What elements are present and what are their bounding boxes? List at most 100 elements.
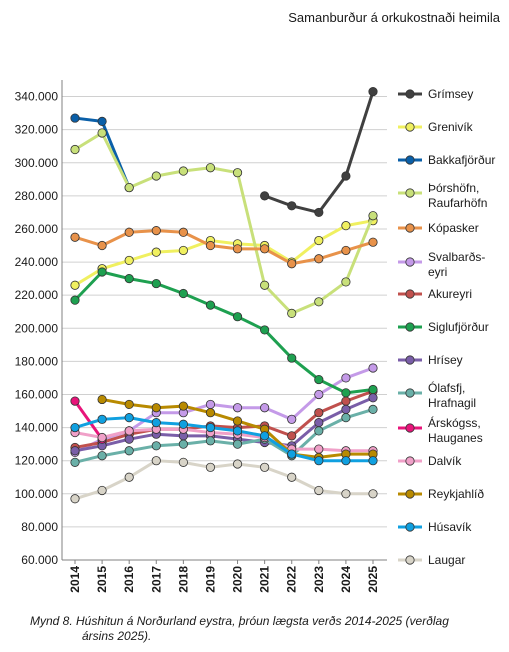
data-point [205, 399, 216, 410]
data-point [70, 446, 80, 456]
x-tick-label: 2016 [122, 566, 136, 593]
data-point [205, 300, 216, 310]
data-point [70, 232, 80, 242]
series-12 [97, 394, 378, 462]
data-point [341, 277, 351, 287]
data-point [314, 389, 324, 400]
axes: 60.000 80.000 100.000 120.000 140.000 160.000… [15, 80, 387, 593]
y-tick-label: 200.000 [15, 321, 59, 335]
x-tick-label: 2021 [258, 566, 272, 593]
data-point [178, 401, 188, 411]
data-point [260, 325, 270, 335]
legend-swatch-marker [405, 257, 415, 267]
series-1 [70, 216, 378, 290]
data-point [178, 288, 188, 299]
legend-item: Kópasker [398, 221, 479, 235]
data-point [124, 426, 134, 436]
y-tick-label: 260.000 [15, 222, 59, 236]
data-point [341, 489, 351, 499]
data-point [151, 418, 161, 428]
data-point [287, 353, 297, 363]
legend-label: Bakkafjörður [428, 153, 495, 167]
legend-label: Ólafsfj, [428, 380, 465, 395]
legend-item: Húsavík [398, 520, 472, 534]
series-line [74, 389, 374, 449]
y-tick-label: 180.000 [15, 354, 59, 368]
data-point [97, 451, 107, 461]
legend-label: Akureyri [428, 287, 472, 301]
data-point [314, 207, 324, 218]
data-point [314, 426, 324, 436]
legend-label: Dalvík [428, 454, 462, 468]
data-point [124, 413, 134, 423]
data-point [368, 393, 378, 403]
data-point [205, 422, 216, 433]
legend-label: Svalbarðs- [428, 250, 485, 264]
data-point [205, 436, 216, 446]
legend-label: eyri [428, 265, 447, 279]
data-point [341, 373, 351, 383]
x-tick-label: 2015 [95, 566, 109, 593]
data-point [287, 308, 297, 318]
caption-line-1: Mynd 8. Húshitun á Norðurland eystra, þr… [30, 614, 449, 628]
data-point [287, 201, 297, 211]
legend-swatch-marker [405, 155, 415, 165]
data-point [70, 422, 80, 433]
data-point [260, 191, 270, 201]
data-point [178, 439, 188, 449]
data-point [260, 462, 270, 472]
data-point [287, 414, 297, 424]
data-point [341, 171, 351, 181]
y-tick-label: 120.000 [15, 454, 59, 468]
series-line [74, 396, 374, 453]
legend-swatch-marker [405, 423, 415, 433]
series-line [73, 400, 104, 441]
data-point [97, 128, 107, 138]
data-point [124, 227, 134, 237]
data-point [341, 221, 351, 231]
data-point [232, 168, 243, 178]
data-point [314, 408, 324, 418]
legend-item: Dalvík [398, 454, 462, 468]
data-point [232, 459, 243, 469]
legend-label: Hrísey [428, 353, 463, 367]
data-point [368, 86, 378, 97]
data-point [205, 408, 216, 418]
series-line [74, 131, 375, 315]
legend-label: Kópasker [428, 221, 479, 235]
legend-label: Árskógss, [428, 415, 481, 430]
x-tick-label: 2020 [231, 566, 245, 593]
data-point [70, 494, 80, 504]
data-point [314, 374, 324, 385]
data-point [314, 418, 324, 428]
data-point [287, 472, 297, 482]
caption-line-2: ársins 2025). [82, 629, 152, 643]
legend-label: Reykjahlíð [428, 487, 484, 501]
data-point [260, 280, 270, 290]
legend-swatch-marker [405, 555, 415, 565]
legend-swatch-marker [405, 89, 415, 99]
legend-label: Raufarhöfn [428, 196, 487, 210]
data-point [151, 441, 161, 451]
data-point [178, 419, 188, 429]
data-point [368, 404, 378, 414]
legend-item: Svalbarðs-eyri [398, 250, 485, 279]
data-point [205, 462, 216, 472]
data-point [341, 396, 351, 406]
series-line [74, 219, 374, 287]
legend-label: Laugar [428, 553, 465, 567]
data-point [314, 444, 324, 454]
x-tick-label: 2018 [176, 566, 190, 593]
data-point [151, 403, 161, 413]
series-lines [70, 86, 378, 504]
series-line [264, 91, 375, 214]
data-point [124, 472, 134, 482]
legend-swatch-marker [405, 122, 415, 132]
chart-title: Samanburður á orkukostnaði heimila [288, 10, 500, 25]
y-tick-label: 240.000 [15, 255, 59, 269]
y-tick-label: 280.000 [15, 189, 59, 203]
data-point [314, 254, 324, 264]
legend-item: Hrísey [398, 353, 463, 367]
gridlines [62, 96, 387, 561]
data-point [368, 489, 378, 499]
